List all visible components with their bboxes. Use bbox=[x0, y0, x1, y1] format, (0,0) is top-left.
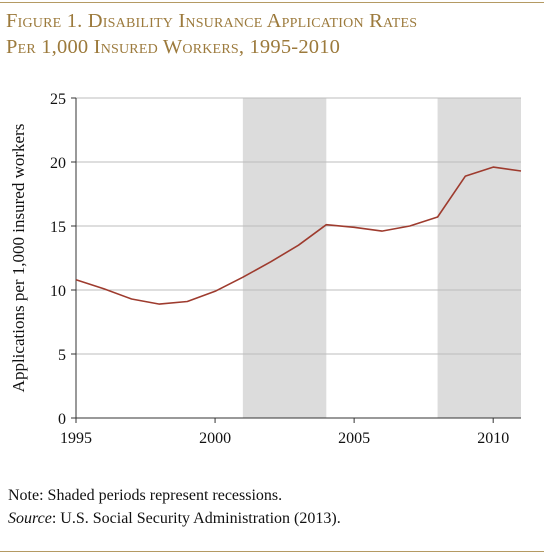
y-tick-label: 5 bbox=[58, 347, 66, 364]
series-line-1 bbox=[75, 166, 522, 305]
y-axis-label: Applications per 1,000 insured workers bbox=[9, 124, 28, 393]
gridlines bbox=[76, 97, 521, 355]
tick-labels: 0 5 10 15 20 25 1995 2000 2005 2010 bbox=[50, 91, 509, 447]
recession-shading bbox=[242, 98, 521, 418]
y-tick-label: 10 bbox=[50, 283, 66, 300]
source-text: : U.S. Social Security Administration (2… bbox=[51, 510, 341, 527]
source-label: Source bbox=[8, 510, 52, 527]
axes bbox=[71, 97, 521, 423]
x-tick-label: 2000 bbox=[199, 430, 231, 447]
top-rule bbox=[0, 2, 544, 3]
figure-title-line-2: Per 1,000 Insured Workers, 1995-2010 bbox=[6, 36, 341, 58]
y-tick-label: 20 bbox=[50, 155, 66, 172]
figure-notes: Note: Shaded periods represent recession… bbox=[8, 484, 341, 530]
note-text: Note: Shaded periods represent recession… bbox=[8, 487, 283, 504]
figure-title: Figure 1. Disability Insurance Applicati… bbox=[6, 8, 538, 60]
data-series bbox=[75, 166, 522, 305]
recession-shade-2 bbox=[437, 98, 521, 418]
recession-shade-1 bbox=[242, 98, 327, 418]
y-tick-label: 0 bbox=[58, 411, 66, 428]
y-tick-label: 15 bbox=[50, 219, 66, 236]
line-chart: 0 5 10 15 20 25 1995 2000 2005 2010 Applications … bbox=[9, 91, 522, 447]
source-line: Source: U.S. Social Security Administrat… bbox=[8, 507, 341, 530]
x-tick-label: 2005 bbox=[338, 430, 370, 447]
y-tick-label: 25 bbox=[50, 91, 66, 108]
figure-title-line-1: Figure 1. Disability Insurance Applicati… bbox=[6, 10, 418, 32]
bottom-rule bbox=[0, 551, 544, 552]
x-tick-label: 1995 bbox=[60, 430, 92, 447]
x-tick-label: 2010 bbox=[477, 430, 509, 447]
